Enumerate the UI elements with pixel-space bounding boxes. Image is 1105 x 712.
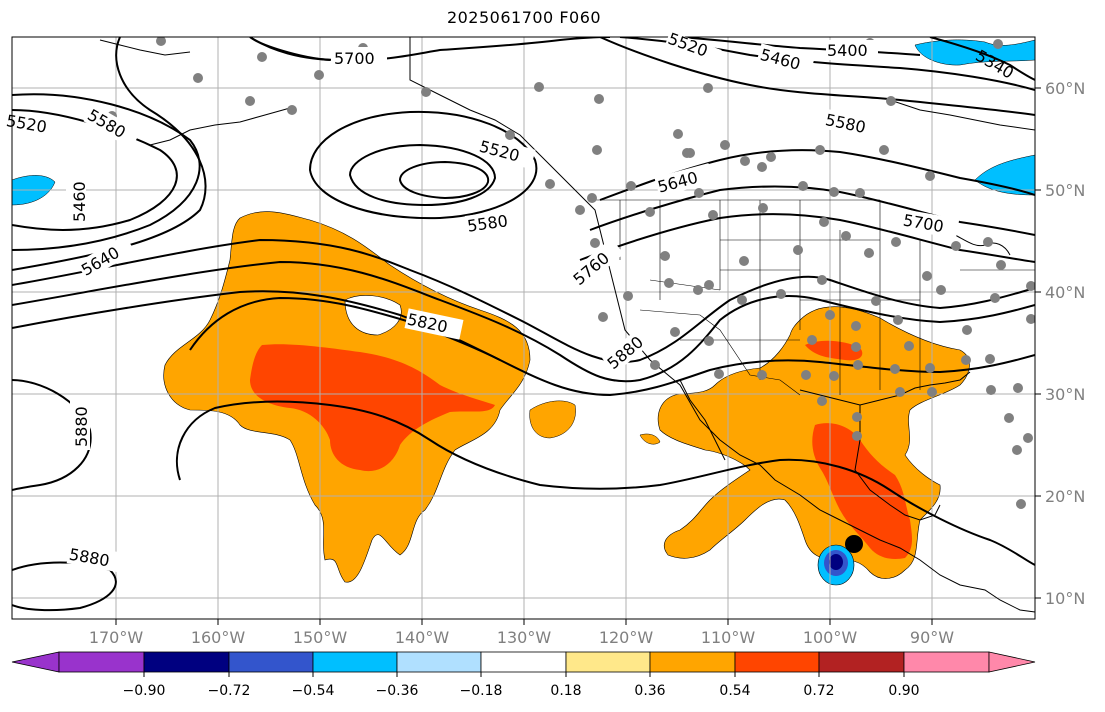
colorbar-ticks: [143, 672, 905, 677]
colorbar-segment: [396, 651, 482, 673]
lon-label: 170°W: [89, 628, 144, 647]
anomaly-hole: [344, 295, 402, 336]
lon-label: 110°W: [701, 628, 756, 647]
colorbar-segment: [903, 651, 990, 673]
colorbar-segment: [818, 651, 905, 673]
lon-label: 150°W: [293, 628, 348, 647]
lat-label: 30°N: [1045, 385, 1085, 404]
negative-anomaly-core: [829, 554, 843, 570]
anomaly-small-2: [639, 433, 661, 445]
storm-center-marker: [845, 535, 863, 553]
contour-label: 5460: [70, 181, 89, 222]
lon-label: 140°W: [395, 628, 450, 647]
longitude-labels: 170°W 160°W 150°W 140°W 130°W 120°W 110°…: [89, 628, 954, 647]
colorbar-segment: [988, 651, 1036, 673]
colorbar-segment: [143, 651, 230, 673]
graticule: [12, 37, 1035, 619]
colorbar-segment: [734, 651, 820, 673]
anomaly-core-mexico: [812, 423, 913, 559]
colorbar-tick-label: −0.90: [123, 683, 166, 699]
lon-label: 90°W: [910, 628, 954, 647]
lat-label: 10°N: [1045, 589, 1085, 608]
colorbar-tick-label: 0.36: [634, 683, 665, 699]
colorbar-segment: [480, 651, 567, 673]
station-markers: [107, 37, 1035, 509]
colorbar: [11, 651, 1036, 673]
colorbar-tick-label: 0.54: [719, 683, 750, 699]
lon-label: 160°W: [191, 628, 246, 647]
colorbar-tick-label: −0.36: [376, 683, 419, 699]
colorbar-tick-label: 0.90: [888, 683, 919, 699]
lat-label: 50°N: [1045, 181, 1085, 200]
colorbar-tick-label: −0.54: [292, 683, 335, 699]
lon-label: 130°W: [497, 628, 552, 647]
negative-anomaly-northeast: [914, 39, 1035, 66]
axis-ticks: [115, 87, 1041, 625]
lon-label: 100°W: [803, 628, 858, 647]
colorbar-segment: [312, 651, 398, 673]
colorbar-tick-label: 0.72: [803, 683, 834, 699]
anomaly-core-texas: [805, 340, 863, 361]
colorbar-segment: [58, 651, 145, 673]
colorbar-tick-label: 0.18: [550, 683, 581, 699]
latitude-labels: 60°N 50°N 40°N 30°N 20°N 10°N: [1045, 79, 1085, 608]
contour-label: 5880: [72, 406, 91, 447]
lon-label: 120°W: [599, 628, 654, 647]
lat-label: 60°N: [1045, 79, 1085, 98]
map-title: 2025061700 F060: [446, 8, 602, 27]
lat-label: 40°N: [1045, 283, 1085, 302]
colorbar-segment: [11, 651, 60, 673]
lat-label: 20°N: [1045, 487, 1085, 506]
colorbar-segment: [649, 651, 736, 673]
colorbar-segment: [565, 651, 651, 673]
negative-anomaly-hudson: [974, 154, 1035, 196]
colorbar-segment: [228, 651, 314, 673]
colorbar-labels: −0.90 −0.72 −0.54 −0.36 −0.18 0.18 0.36 …: [123, 683, 920, 699]
colorbar-tick-label: −0.72: [208, 683, 251, 699]
contour-label: 5400: [827, 41, 868, 60]
colorbar-tick-label: −0.18: [460, 683, 503, 699]
contour-label: 5700: [334, 49, 375, 68]
anomaly-small: [529, 400, 576, 439]
anomaly-core-pacific: [250, 344, 495, 472]
